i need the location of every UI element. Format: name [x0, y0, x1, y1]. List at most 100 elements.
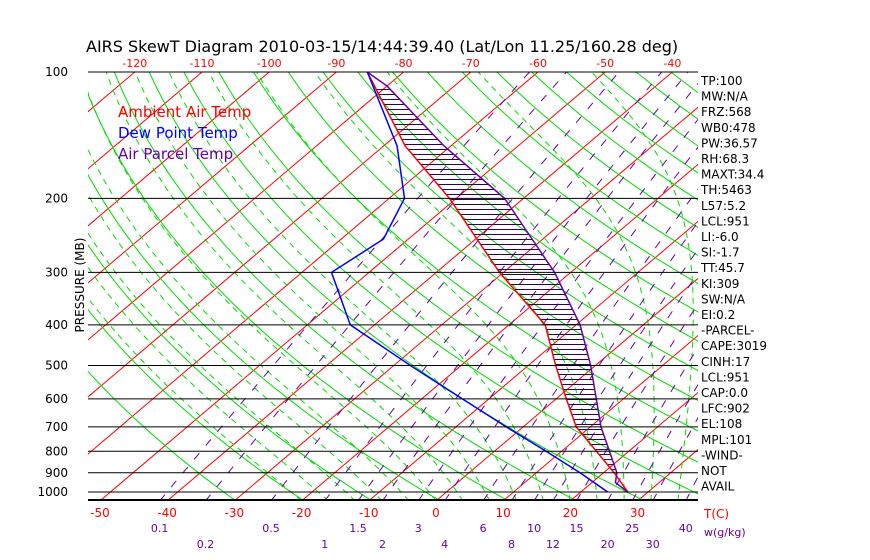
y-axis-label: PRESSURE (MB) — [73, 238, 87, 333]
index-label: LCL:951 — [701, 214, 750, 228]
index-label: MW:N/A — [701, 90, 749, 104]
index-label: CINH:17 — [701, 355, 750, 369]
mixing-ratio-tick-label: 0.1 — [151, 522, 169, 535]
mixing-ratio-tick-label: 0.5 — [262, 522, 280, 535]
index-label: WB0:478 — [701, 121, 756, 135]
bottom-temp-tick-label: -10 — [359, 506, 379, 520]
isotherm-line — [100, 72, 606, 500]
isotherm-line — [88, 72, 136, 113]
top-temp-tick-label: -60 — [529, 57, 547, 70]
bottom-temp-tick-label: 0 — [432, 506, 440, 520]
index-label: EL:108 — [701, 417, 742, 431]
mixing-ratio-tick-label: 8 — [508, 538, 515, 551]
mixing-ratio-line — [483, 188, 698, 500]
bottom-temp-tick-label: -20 — [292, 506, 312, 520]
moist-adiabat-line — [386, 72, 625, 500]
dry-adiabat-line — [88, 308, 304, 500]
profile-line-ambient — [366, 72, 629, 493]
mixing-ratio-tick-label: 6 — [480, 522, 487, 535]
dry-adiabat-line — [88, 370, 236, 500]
index-label: PW:36.57 — [701, 136, 758, 150]
mixing-ratio-tick-label: 20 — [601, 538, 615, 551]
index-label: CAPE:3019 — [701, 339, 767, 353]
isotherm-line — [570, 391, 698, 500]
dry-adiabat-line — [88, 92, 508, 500]
index-label: MAXT:34.4 — [701, 168, 764, 182]
top-temp-tick-label: -50 — [596, 57, 614, 70]
mixing-ratio-line — [576, 302, 698, 500]
top-temp-tick-label: -80 — [395, 57, 413, 70]
moist-adiabat-line — [134, 72, 490, 500]
mixing-ratio-line — [324, 72, 663, 500]
mixing-ratio-tick-label: 12 — [546, 538, 560, 551]
moist-adiabat-line — [256, 72, 571, 500]
legend-item: Dew Point Temp — [118, 124, 238, 142]
mixing-ratio-line — [418, 118, 698, 500]
chart-title: AIRS SkewT Diagram 2010-03-15/14:44:39.4… — [86, 37, 678, 56]
mixing-ratio-tick-label: 1 — [321, 538, 328, 551]
dry-adiabat-line — [357, 72, 698, 342]
mixing-ratio-line — [358, 72, 689, 500]
mixing-ratio-tick-label: 3 — [415, 522, 422, 535]
mixing-ratio-tick-label: 2 — [379, 538, 386, 551]
index-label: TH:5463 — [700, 183, 752, 197]
isotherm-line — [88, 72, 472, 398]
index-label: RH:68.3 — [701, 152, 749, 166]
mixing-ratio-tick-label: 40 — [679, 522, 693, 535]
mixing-ratio-line — [534, 248, 698, 500]
pressure-tick-label: 700 — [45, 420, 68, 434]
pressure-tick-label: 500 — [45, 359, 68, 373]
x-axis-label: T(C) — [703, 507, 729, 521]
dry-adiabat-line — [253, 72, 698, 432]
dry-adiabat-line — [287, 72, 698, 401]
isotherm-line — [88, 72, 270, 227]
moist-adiabat-line — [88, 297, 302, 500]
index-label: TT:45.7 — [700, 261, 745, 275]
isotherm-line — [0, 72, 68, 501]
dry-adiabat-line — [740, 72, 870, 501]
dry-adiabat-line — [218, 72, 698, 463]
dry-adiabat-line — [810, 72, 870, 501]
isotherm-line — [369, 220, 698, 500]
mixing-ratio-tick-label: 0.2 — [197, 538, 215, 551]
isotherm-line — [503, 334, 698, 500]
mixing-ratio-tick-label: 4 — [441, 538, 448, 551]
index-label: EI:0.2 — [701, 308, 735, 322]
dry-adiabat-line — [88, 173, 440, 500]
top-temp-tick-label: -120 — [122, 57, 147, 70]
moist-adiabat-line — [208, 72, 544, 500]
moist-adiabat-line — [314, 72, 598, 500]
bottom-temp-tick-label: -40 — [157, 506, 177, 520]
index-label: SW:N/A — [701, 292, 746, 306]
pressure-tick-label: 800 — [45, 444, 68, 458]
bottom-temp-tick-label: 20 — [563, 506, 578, 520]
dry-adiabat-line — [113, 72, 576, 500]
moist-adiabat-line — [88, 232, 356, 500]
top-temp-tick-label: -70 — [462, 57, 480, 70]
isotherm-line — [88, 72, 404, 341]
mixing-ratio-line — [444, 146, 698, 500]
isotherm-line — [772, 72, 870, 501]
pressure-tick-label: 200 — [45, 191, 68, 205]
index-label: KI:309 — [701, 277, 739, 291]
index-label: SI:-1.7 — [701, 246, 740, 260]
bottom-temp-tick-label: -30 — [225, 506, 245, 520]
moist-adiabat-line — [105, 72, 463, 500]
moist-adiabat-line — [168, 72, 517, 500]
index-label: NOT — [701, 464, 727, 478]
mixing-ratio-line — [382, 82, 698, 500]
mixing-ratio-line — [607, 346, 698, 500]
dry-adiabat-line — [322, 72, 698, 372]
index-label: MPL:101 — [701, 433, 752, 447]
index-label: LCL:951 — [701, 370, 750, 384]
mixing-ratio-line — [159, 72, 530, 500]
index-label: -WIND- — [701, 448, 743, 462]
isotherm-line — [301, 163, 698, 500]
mixing-ratio-line — [511, 221, 698, 500]
index-label: CAP:0.0 — [701, 386, 748, 400]
legend-item: Ambient Air Temp — [118, 103, 251, 121]
mixing-ratio-tick-label: 15 — [569, 522, 583, 535]
index-label: AVAIL — [701, 480, 735, 494]
mixing-ratio-tick-label: 10 — [527, 522, 541, 535]
isotherm-line — [88, 72, 539, 455]
